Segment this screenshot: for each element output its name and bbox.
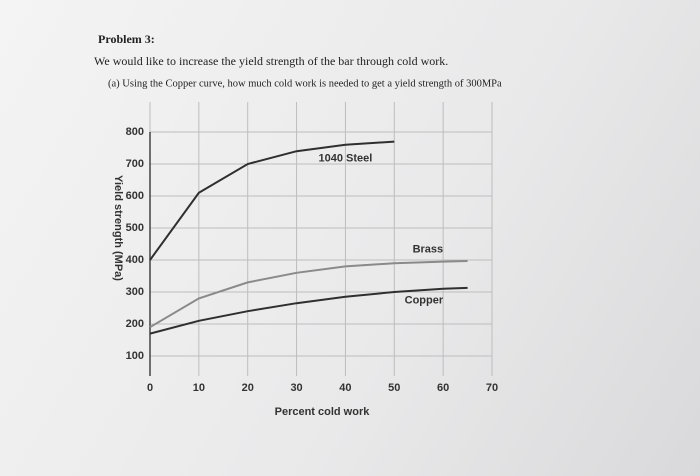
series-line: [149, 286, 468, 335]
series-label: 1040 Steel: [319, 153, 373, 165]
problem-question: (a) Using the Copper curve, how much col…: [108, 78, 502, 89]
y-tick-label: 800: [126, 126, 144, 138]
x-axis-label: Percent cold work: [275, 406, 371, 418]
x-tick-label: 20: [242, 382, 254, 394]
y-tick-label: 500: [126, 222, 144, 234]
x-tick-label: 30: [290, 382, 302, 394]
y-tick-label: 700: [126, 158, 144, 170]
series-line: [149, 259, 468, 329]
series-label: Brass: [413, 244, 444, 256]
y-tick-label: 400: [126, 254, 144, 266]
y-tick-label: 100: [126, 350, 144, 362]
x-tick-label: 0: [147, 382, 153, 394]
y-axis-label: Yield strength (MPa): [112, 175, 124, 281]
x-tick-label: 50: [388, 382, 400, 394]
x-tick-label: 60: [437, 382, 449, 394]
y-tick-label: 300: [126, 286, 144, 298]
series-label: Copper: [405, 295, 444, 307]
y-tick-label: 200: [126, 318, 144, 330]
problem-statement: We would like to increase the yield stre…: [94, 54, 448, 68]
problem-heading: Problem 3:: [98, 32, 155, 46]
series-line: [149, 140, 395, 261]
y-tick-label: 600: [126, 190, 144, 202]
x-tick-label: 10: [193, 382, 205, 394]
x-tick-label: 70: [486, 382, 498, 394]
x-tick-label: 40: [339, 382, 351, 394]
